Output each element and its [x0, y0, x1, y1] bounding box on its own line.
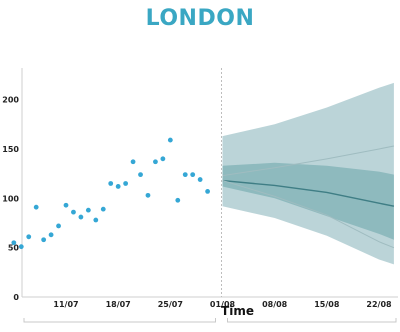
forecast-inner-band	[222, 162, 394, 240]
forecast-bracket	[227, 318, 397, 323]
x-tick-label: 08/08	[262, 300, 288, 309]
x-tick-label: 11/07	[53, 300, 78, 309]
y-tick-label: 200	[2, 96, 19, 105]
data-point	[115, 184, 121, 189]
data-point	[85, 207, 91, 213]
data-point	[100, 206, 106, 212]
data-point	[26, 234, 32, 240]
data-point	[63, 202, 69, 208]
y-tick-label: 100	[2, 194, 19, 203]
x-tick-label: 22/08	[366, 300, 392, 309]
data-point	[71, 209, 76, 215]
data-point	[18, 244, 24, 250]
forecast-bound-line	[222, 180, 395, 249]
data-point	[205, 188, 210, 194]
forecast-bands	[222, 82, 394, 265]
x-tick-label: 15/08	[314, 300, 340, 309]
forecast-median-line	[222, 179, 395, 207]
data-point	[33, 204, 39, 210]
data-point	[160, 156, 166, 162]
x-axis-title: Time	[221, 304, 254, 318]
data-point	[175, 197, 181, 203]
data-point	[48, 232, 54, 238]
x-tick-label: 01/08	[210, 300, 236, 309]
data-point	[108, 181, 114, 186]
data-point	[138, 172, 143, 178]
data-point	[56, 223, 61, 229]
data-point	[130, 159, 136, 165]
forecast-bound-line	[222, 145, 395, 177]
data-point	[93, 217, 99, 223]
data-point	[41, 237, 47, 243]
chart-axes	[21, 68, 398, 323]
data-point	[145, 192, 151, 198]
tick-labels: 0 50 100 150 200 11/07 18/07 25/07 01/08 08/08 15/…	[2, 96, 392, 318]
data-point	[123, 181, 129, 186]
chart-title: LONDON	[145, 6, 255, 31]
y-tick-label: 50	[8, 244, 20, 253]
data-point	[167, 137, 173, 143]
y-tick-label: 150	[2, 145, 19, 154]
data-point	[182, 172, 188, 178]
y-tick-label: 0	[13, 293, 19, 302]
observed-points	[11, 137, 210, 250]
forecast-lines	[222, 145, 395, 249]
data-point	[11, 240, 17, 246]
data-point	[190, 172, 196, 178]
data-point	[153, 159, 158, 165]
history-bracket	[23, 318, 216, 323]
x-tick-label: 25/07	[158, 300, 183, 309]
x-tick-label: 18/07	[106, 300, 131, 309]
data-point	[197, 177, 203, 182]
data-point	[78, 214, 84, 220]
